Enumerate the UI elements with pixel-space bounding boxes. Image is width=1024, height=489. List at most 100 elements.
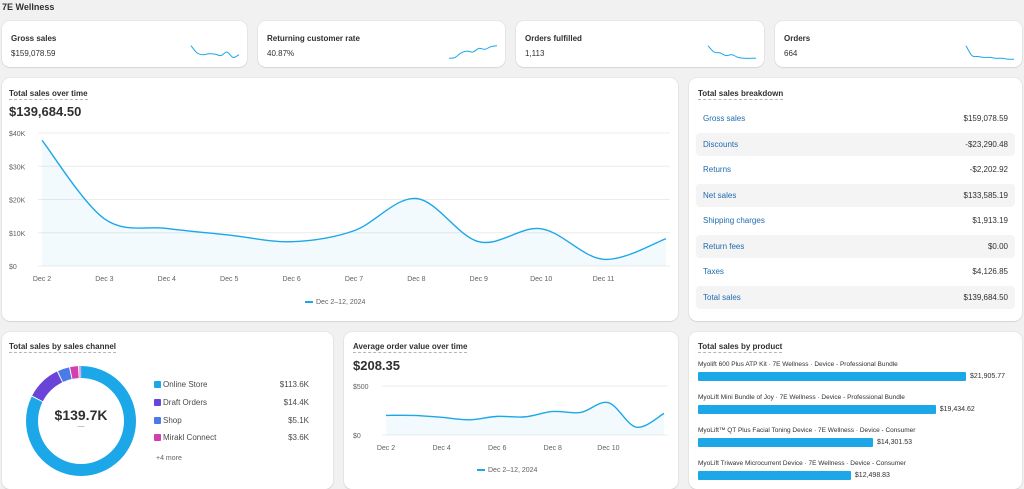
kpi-value: $159,078.59 [11, 49, 56, 58]
card-title[interactable]: Total sales by product [698, 342, 783, 353]
chart-legend[interactable]: Dec 2–12, 2024 [305, 299, 365, 306]
legend-online-store[interactable]: Online Store $113.6K [154, 380, 314, 392]
chart-legend[interactable]: Dec 2–12, 2024 [477, 467, 537, 474]
sparkline-series [707, 45, 756, 59]
product-name: MyoLift Mini Bundle of Joy · 7E Wellness… [698, 394, 905, 401]
breakdown-value: $0.00 [987, 242, 1008, 251]
kpi-label: Orders fulfilled [525, 34, 582, 43]
aov-value: $208.35 [353, 358, 400, 373]
breakdown-value: $133,585.19 [963, 191, 1009, 200]
legend-shop[interactable]: Shop $5.1K [154, 416, 314, 428]
channel-donut-chart [26, 366, 136, 476]
product-row[interactable]: MyoLift™ QT Plus Facial Toning Device · … [698, 427, 1018, 455]
kpi-card-orders[interactable]: Orders 664 [775, 21, 1022, 67]
breakdown-row-total-sales[interactable]: Total sales $139,684.50 [696, 286, 1015, 309]
series-line [41, 139, 667, 261]
x-tick-label: Dec 6 [488, 445, 506, 452]
product-bar [698, 438, 873, 447]
kpi-value: 664 [784, 49, 798, 58]
average-order-value-card: Average order value over time $208.35 $0… [344, 332, 678, 489]
series-area [386, 402, 664, 435]
x-tick-label: Dec 5 [220, 276, 238, 283]
legend-line-swatch [477, 469, 485, 472]
breakdown-label[interactable]: Gross sales [703, 114, 746, 123]
x-tick-label: Dec 6 [282, 276, 300, 283]
y-tick-label: $40K [9, 131, 26, 138]
x-tick-label: Dec 8 [407, 276, 425, 283]
breakdown-value: $139,684.50 [963, 293, 1009, 302]
sparkline-series [448, 45, 498, 59]
more-channels-link[interactable]: +4 more [156, 455, 182, 462]
product-value: $19,434.62 [939, 406, 975, 413]
series-line [385, 401, 665, 428]
kpi-card-orders-fulfilled[interactable]: Orders fulfilled 1,113 [516, 21, 764, 67]
breakdown-label[interactable]: Returns [703, 165, 732, 174]
x-tick-label: Dec 11 [593, 276, 615, 283]
card-title[interactable]: Total sales by sales channel [9, 342, 117, 353]
product-row[interactable]: MyoLift Mini Bundle of Joy · 7E Wellness… [698, 394, 1018, 422]
kpi-label: Orders [784, 34, 811, 43]
legend-mirakl-connect[interactable]: Mirakl Connect $3.6K [154, 433, 314, 445]
card-title[interactable]: Total sales breakdown [698, 89, 784, 100]
total-sales-breakdown-card: Total sales breakdown Gross sales $159,07… [689, 78, 1022, 321]
kpi-card-gross-sales[interactable]: Gross sales $159,078.59 [2, 21, 247, 67]
breakdown-label[interactable]: Return fees [703, 242, 745, 251]
breakdown-row-taxes[interactable]: Taxes $4,126.85 [696, 260, 1015, 283]
product-value: $21,905.77 [970, 373, 1006, 380]
kpi-label: Returning customer rate [267, 34, 360, 43]
product-row[interactable]: MyoLift Triwave Microcurrent Device · 7E… [698, 460, 1018, 488]
kpi-sparkline [190, 45, 240, 58]
breakdown-label[interactable]: Total sales [703, 293, 741, 302]
aov-line-chart: $0 $500 Dec 2 Dec 4 Dec 6 Dec 8 Dec 10 [353, 384, 668, 452]
sparkline-series [965, 45, 1015, 60]
breakdown-value: -$2,202.92 [969, 165, 1008, 174]
legend-swatch [154, 399, 161, 406]
x-tick-label: Dec 4 [432, 445, 450, 452]
legend-name: Shop [163, 416, 182, 425]
breakdown-value: -$23,290.48 [965, 140, 1008, 149]
legend-swatch [154, 434, 161, 441]
legend-draft-orders[interactable]: Draft Orders $14.4K [154, 398, 314, 410]
breakdown-label[interactable]: Discounts [703, 140, 739, 149]
breakdown-label[interactable]: Taxes [703, 267, 724, 276]
legend-label: Dec 2–12, 2024 [316, 299, 366, 306]
y-tick-label: $0 [9, 264, 17, 271]
sparkline-series [190, 45, 240, 58]
product-row[interactable]: Myolift 600 Plus ATP Kit · 7E Wellness ·… [698, 361, 1018, 389]
y-tick-label: $0 [353, 433, 361, 440]
kpi-value: 1,113 [525, 49, 545, 58]
card-title[interactable]: Average order value over time [353, 342, 468, 353]
kpi-sparkline [448, 45, 498, 59]
kpi-card-returning-customer-rate[interactable]: Returning customer rate 40.87% [258, 21, 505, 67]
product-name: Myolift 600 Plus ATP Kit · 7E Wellness ·… [698, 361, 898, 368]
breakdown-label[interactable]: Shipping charges [703, 216, 765, 225]
legend-value: $5.1K [288, 416, 309, 425]
breakdown-label[interactable]: Net sales [703, 191, 737, 200]
x-tick-label: Dec 3 [95, 276, 113, 283]
x-tick-label: Dec 7 [345, 276, 363, 283]
kpi-label: Gross sales [11, 34, 57, 43]
y-tick-label: $10K [9, 231, 26, 238]
legend-value: $14.4K [283, 398, 309, 407]
x-tick-label: Dec 2 [33, 276, 51, 283]
breakdown-row-discounts[interactable]: Discounts -$23,290.48 [696, 133, 1015, 156]
legend-swatch [154, 381, 161, 388]
breakdown-value: $1,913.19 [972, 216, 1008, 225]
kpi-sparkline [965, 45, 1015, 60]
product-name: MyoLift™ QT Plus Facial Toning Device · … [698, 427, 916, 434]
sales-by-channel-card: Total sales by sales channel $139.7K — [2, 332, 333, 489]
breakdown-row-shipping-charges[interactable]: Shipping charges $1,913.19 [696, 209, 1015, 232]
y-tick-label: $30K [9, 164, 26, 171]
product-value: $14,301.53 [876, 439, 912, 446]
breakdown-row-returns[interactable]: Returns -$2,202.92 [696, 158, 1015, 181]
series-area [42, 140, 666, 266]
x-tick-label: Dec 10 [530, 276, 552, 283]
breakdown-row-gross-sales[interactable]: Gross sales $159,078.59 [696, 107, 1015, 130]
breakdown-row-return-fees[interactable]: Return fees $0.00 [696, 235, 1015, 258]
breakdown-row-net-sales[interactable]: Net sales $133,585.19 [696, 184, 1015, 207]
card-title[interactable]: Total sales over time [9, 89, 88, 100]
product-bar [698, 372, 966, 381]
legend-line-swatch [305, 301, 313, 304]
x-tick-label: Dec 10 [597, 445, 619, 452]
x-tick-label: Dec 8 [544, 445, 562, 452]
